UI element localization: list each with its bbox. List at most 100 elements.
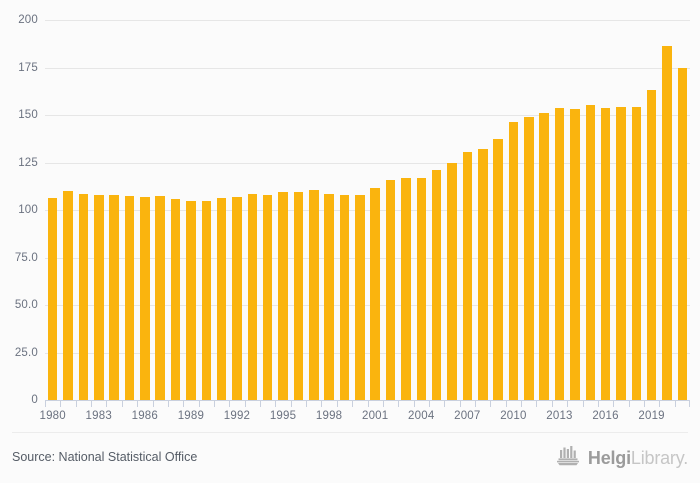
bar[interactable] xyxy=(140,197,150,400)
bar[interactable] xyxy=(355,194,365,400)
brand-text: HelgiLibrary. xyxy=(588,449,688,467)
y-tick-label: 100 xyxy=(18,204,38,216)
bar[interactable] xyxy=(109,194,119,400)
x-tick xyxy=(444,400,446,407)
bar[interactable] xyxy=(370,188,380,400)
bar-slot xyxy=(567,20,582,400)
y-tick-label: 25.0 xyxy=(14,346,38,359)
x-tick xyxy=(567,400,569,407)
y-axis: 0 25.0 50.0 75.0 100 125 150 175 200 xyxy=(0,14,38,406)
bar[interactable] xyxy=(309,190,319,400)
bar[interactable] xyxy=(216,197,227,400)
x-tick-label: 2013 xyxy=(546,410,573,422)
bar[interactable] xyxy=(462,152,473,400)
x-tick xyxy=(137,400,139,407)
bar-slot xyxy=(137,20,152,400)
brand-text-secondary: Library. xyxy=(630,447,688,468)
bar[interactable] xyxy=(600,108,611,400)
bar[interactable] xyxy=(293,191,304,400)
brand-text-primary: Helgi xyxy=(587,447,631,468)
x-tick xyxy=(459,400,461,407)
bar[interactable] xyxy=(247,193,258,400)
bar[interactable] xyxy=(646,90,657,400)
bar-series xyxy=(45,20,690,400)
bar-slot xyxy=(613,20,628,400)
bar[interactable] xyxy=(47,197,58,400)
bar[interactable] xyxy=(155,195,165,400)
x-tick-label: 1995 xyxy=(269,410,297,422)
bar[interactable] xyxy=(78,193,89,400)
x-tick-label: 2007 xyxy=(454,410,481,422)
bar[interactable] xyxy=(94,194,104,400)
bar-slot xyxy=(414,20,429,400)
bar[interactable] xyxy=(677,67,688,400)
bar-slot xyxy=(506,20,521,400)
y-tick-label: 150 xyxy=(18,109,38,121)
bar-slot xyxy=(644,20,659,400)
x-tick xyxy=(306,400,308,407)
bar-slot xyxy=(321,20,336,400)
bar[interactable] xyxy=(554,108,565,400)
bar[interactable] xyxy=(447,163,457,400)
bar[interactable] xyxy=(477,149,488,400)
x-tick-label: 2019 xyxy=(638,410,665,422)
bar[interactable] xyxy=(431,170,442,400)
bar-slot xyxy=(168,20,183,400)
bar-slot xyxy=(337,20,352,400)
bar[interactable] xyxy=(201,200,212,400)
bar-slot xyxy=(260,20,275,400)
bar[interactable] xyxy=(262,194,273,400)
bar-slot xyxy=(291,20,306,400)
bar[interactable] xyxy=(616,107,626,400)
x-tick-label: 2016 xyxy=(592,410,619,422)
bar[interactable] xyxy=(662,45,672,400)
bar[interactable] xyxy=(539,113,549,400)
x-tick xyxy=(60,400,62,407)
bar[interactable] xyxy=(508,121,519,400)
bar[interactable] xyxy=(385,179,396,400)
x-tick xyxy=(367,400,369,407)
bar-slot xyxy=(629,20,644,400)
bar[interactable] xyxy=(416,177,427,400)
bar[interactable] xyxy=(170,198,181,400)
x-tick xyxy=(413,400,415,407)
x-tick xyxy=(183,400,185,407)
bar[interactable] xyxy=(585,104,596,400)
x-tick xyxy=(106,400,108,407)
bar[interactable] xyxy=(232,196,242,400)
bar-slot xyxy=(91,20,106,400)
bar[interactable] xyxy=(339,194,350,400)
bar[interactable] xyxy=(524,116,534,400)
x-tick-label: 1983 xyxy=(85,410,112,422)
x-tick xyxy=(198,400,200,407)
bar-slot xyxy=(368,20,383,400)
x-tick-label: 1986 xyxy=(131,410,159,422)
y-tick-label: 125 xyxy=(18,156,38,169)
bar[interactable] xyxy=(401,177,411,400)
x-tick xyxy=(613,400,615,407)
x-tick xyxy=(336,400,338,407)
bar[interactable] xyxy=(324,193,334,400)
bar-slot xyxy=(245,20,260,400)
bar[interactable] xyxy=(124,195,135,400)
bar-slot xyxy=(444,20,459,400)
bar-slot xyxy=(229,20,244,400)
x-tick-label: 1998 xyxy=(315,410,343,422)
helgi-library-icon xyxy=(556,444,582,471)
x-tick xyxy=(352,400,354,407)
bar-slot xyxy=(475,20,490,400)
bar[interactable] xyxy=(493,138,503,400)
x-tick-label: 2010 xyxy=(500,410,527,422)
bar[interactable] xyxy=(186,201,196,400)
bar[interactable] xyxy=(631,107,642,400)
bar-slot xyxy=(122,20,137,400)
bar[interactable] xyxy=(570,109,580,400)
brand-logo[interactable]: HelgiLibrary. xyxy=(556,444,688,471)
x-tick xyxy=(659,400,661,407)
bar[interactable] xyxy=(63,191,73,400)
footer-divider xyxy=(12,432,688,433)
bar[interactable] xyxy=(278,191,288,400)
bar-slot xyxy=(183,20,198,400)
bar-slot xyxy=(598,20,613,400)
